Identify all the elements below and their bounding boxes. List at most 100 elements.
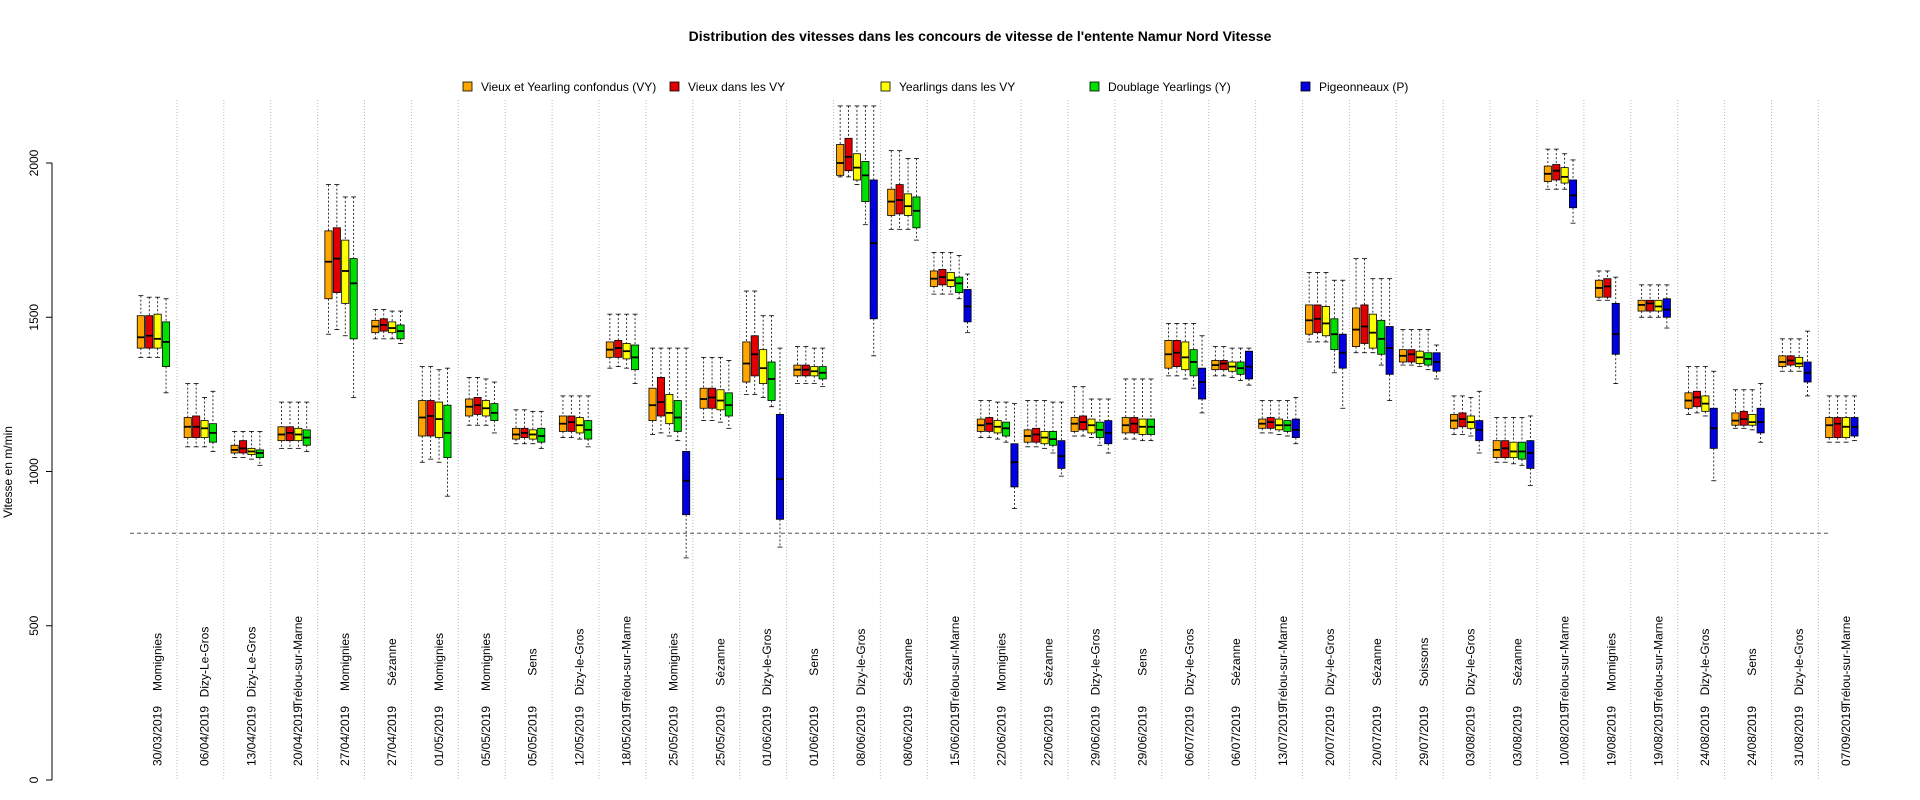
box-iqr (567, 415, 576, 432)
box-vy (558, 395, 567, 438)
box-v (1130, 378, 1139, 440)
race-place-label: Sens (1745, 648, 1759, 675)
legend-label: Vieux dans les VY (688, 80, 785, 94)
box-iqr (1291, 418, 1300, 438)
legend-swatch (880, 81, 891, 92)
race-date-label: 13/04/2019 (244, 706, 258, 766)
race-place-label: Momignies (479, 633, 493, 691)
race-group (1164, 323, 1207, 414)
box-p (869, 105, 878, 357)
box-p (1338, 279, 1347, 409)
box-v (1172, 323, 1181, 377)
race-place-label: Sens (807, 648, 821, 675)
box-iqr (1825, 417, 1834, 438)
box-y (247, 430, 256, 460)
box-iqr (1560, 167, 1569, 184)
race-place-label: Sézanne (1042, 638, 1056, 686)
box-iqr (682, 451, 691, 516)
box-iqr (1526, 440, 1535, 469)
race-place-label: Dizy-le-Gros (760, 629, 774, 696)
box-v (844, 105, 853, 178)
race-date-label: 08/06/2019 (901, 706, 915, 766)
race-place-label: Momignies (1604, 633, 1618, 691)
box-iqr (1130, 417, 1139, 434)
box-vy (1492, 417, 1501, 463)
box-vy (1352, 258, 1361, 354)
box-dy (490, 381, 499, 434)
box-y (153, 296, 162, 358)
box-v (1552, 148, 1561, 190)
box-v (1501, 417, 1510, 463)
box-vy (976, 400, 985, 438)
race-place-label: Trélou-sur-Marne (291, 616, 305, 709)
race-group (1594, 270, 1620, 384)
y-axis-label: Vitesse en m/min (1, 426, 15, 518)
box-vy (1637, 284, 1646, 318)
race-date-label: 12/05/2019 (573, 706, 587, 766)
race-date-label: 29/06/2019 (1135, 706, 1149, 766)
box-p (1385, 278, 1394, 401)
box-dy (1095, 398, 1104, 446)
race-group (605, 313, 640, 384)
race-place-label: Sens (526, 648, 540, 675)
chart-title: Distribution des vitesses dans les conco… (689, 28, 1272, 44)
box-v (239, 430, 248, 459)
box-v (1079, 386, 1088, 437)
box-p (1475, 390, 1484, 454)
box-v (1266, 400, 1275, 434)
box-y (852, 105, 861, 185)
box-vy (1450, 395, 1459, 435)
box-iqr (1748, 414, 1757, 426)
box-p (1057, 401, 1066, 477)
box-y (993, 401, 1002, 440)
box-dy (818, 347, 827, 388)
box-iqr (145, 315, 154, 349)
box-iqr (1244, 350, 1253, 380)
box-vy (418, 366, 427, 463)
box-v (1219, 346, 1228, 377)
box-dy (255, 430, 264, 466)
race-date-label: 19/08/2019 (1651, 706, 1665, 766)
box-y (1321, 272, 1330, 343)
box-v (895, 150, 904, 230)
box-vy (1825, 395, 1834, 443)
race-date-label: 25/05/2019 (713, 706, 727, 766)
race-place-label: Trélou-sur-Marne (1839, 616, 1853, 709)
race-date-label: 27/04/2019 (338, 706, 352, 766)
box-iqr (1198, 367, 1207, 400)
race-place-label: Sézanne (1229, 638, 1243, 686)
race-place-label: Soissons (1417, 638, 1431, 687)
box-y (1560, 153, 1569, 190)
box-v (801, 346, 810, 384)
box-iqr (1377, 319, 1386, 355)
race-group (1450, 390, 1484, 454)
box-vy (887, 150, 896, 230)
box-v (938, 252, 947, 295)
box-vy (230, 430, 239, 459)
box-iqr (136, 315, 145, 349)
box-iqr (1569, 179, 1578, 209)
box-y (1842, 395, 1851, 443)
race-date-label: 29/06/2019 (1088, 706, 1102, 766)
legend-label: Vieux et Yearling confondus (VY) (481, 80, 656, 94)
box-iqr (1692, 390, 1701, 408)
legend: Vieux et Yearling confondus (VY) Vieux da… (462, 80, 1408, 94)
box-y (1795, 338, 1804, 372)
race-place-label: Dizy-Le-Gros (197, 627, 211, 698)
legend-item-dy: Doublage Yearlings (Y) (1089, 80, 1231, 94)
race-date-label: 05/05/2019 (479, 706, 493, 766)
box-vy (324, 184, 333, 335)
legend-item-vy: Vieux et Yearling confondus (VY) (462, 80, 656, 94)
race-place-label: Sézanne (385, 638, 399, 686)
box-iqr (844, 137, 853, 172)
race-group (1778, 330, 1812, 397)
box-vy (183, 383, 192, 448)
race-date-label: 24/08/2019 (1745, 706, 1759, 766)
box-y (1654, 284, 1663, 318)
race-group (742, 290, 784, 548)
box-vy (1594, 270, 1603, 301)
box-iqr (349, 258, 358, 340)
box-y (200, 397, 209, 448)
race-place-label: Trélou-sur-Marne (948, 616, 962, 709)
box-y (1466, 397, 1475, 437)
